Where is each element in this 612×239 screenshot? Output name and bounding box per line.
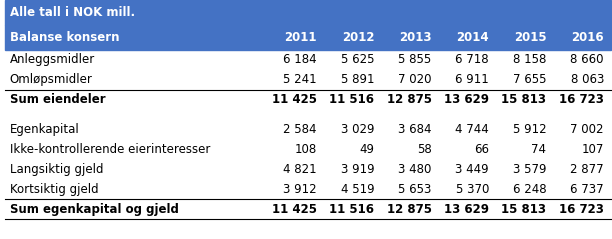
Text: 2014: 2014 bbox=[457, 31, 489, 44]
Text: 4 519: 4 519 bbox=[340, 183, 374, 196]
Text: Ikke-kontrollerende eierinteresser: Ikke-kontrollerende eierinteresser bbox=[10, 143, 210, 156]
Text: 3 480: 3 480 bbox=[398, 163, 431, 176]
Text: 3 919: 3 919 bbox=[340, 163, 374, 176]
Text: 108: 108 bbox=[294, 143, 317, 156]
Text: 6 718: 6 718 bbox=[455, 54, 489, 66]
Text: 5 241: 5 241 bbox=[283, 73, 317, 86]
Text: 2016: 2016 bbox=[571, 31, 604, 44]
Text: 74: 74 bbox=[531, 143, 547, 156]
Text: 7 020: 7 020 bbox=[398, 73, 431, 86]
Text: Omløpsmidler: Omløpsmidler bbox=[10, 73, 92, 86]
Text: 5 653: 5 653 bbox=[398, 183, 431, 196]
Text: Sum eiendeler: Sum eiendeler bbox=[10, 93, 105, 106]
Text: 11 425: 11 425 bbox=[272, 203, 317, 216]
Text: 3 684: 3 684 bbox=[398, 123, 431, 136]
Text: Kortsiktig gjeld: Kortsiktig gjeld bbox=[10, 183, 99, 196]
Text: Egenkapital: Egenkapital bbox=[10, 123, 80, 136]
Text: Balanse konsern: Balanse konsern bbox=[10, 31, 119, 44]
Text: 16 723: 16 723 bbox=[559, 203, 604, 216]
Text: 3 579: 3 579 bbox=[513, 163, 547, 176]
Text: 5 625: 5 625 bbox=[341, 54, 374, 66]
Text: 3 449: 3 449 bbox=[455, 163, 489, 176]
Bar bbox=[5, 0, 611, 25]
Text: 6 737: 6 737 bbox=[570, 183, 604, 196]
Text: Langsiktig gjeld: Langsiktig gjeld bbox=[10, 163, 103, 176]
Bar bbox=[5, 25, 611, 50]
Text: 4 821: 4 821 bbox=[283, 163, 317, 176]
Text: 7 655: 7 655 bbox=[513, 73, 547, 86]
Text: 66: 66 bbox=[474, 143, 489, 156]
Text: 8 660: 8 660 bbox=[570, 54, 604, 66]
Text: 3 029: 3 029 bbox=[341, 123, 374, 136]
Text: 11 516: 11 516 bbox=[329, 93, 374, 106]
Text: 2 584: 2 584 bbox=[283, 123, 317, 136]
Text: 5 891: 5 891 bbox=[341, 73, 374, 86]
Text: Anleggsmidler: Anleggsmidler bbox=[10, 54, 95, 66]
Text: Sum egenkapital og gjeld: Sum egenkapital og gjeld bbox=[10, 203, 179, 216]
Text: Alle tall i NOK mill.: Alle tall i NOK mill. bbox=[10, 6, 135, 19]
Text: 6 911: 6 911 bbox=[455, 73, 489, 86]
Text: 15 813: 15 813 bbox=[501, 93, 547, 106]
Text: 7 002: 7 002 bbox=[570, 123, 604, 136]
Text: 3 912: 3 912 bbox=[283, 183, 317, 196]
Text: 12 875: 12 875 bbox=[387, 203, 431, 216]
Text: 4 744: 4 744 bbox=[455, 123, 489, 136]
Text: 2012: 2012 bbox=[341, 31, 374, 44]
Text: 2015: 2015 bbox=[514, 31, 547, 44]
Text: 11 425: 11 425 bbox=[272, 93, 317, 106]
Text: 2013: 2013 bbox=[399, 31, 431, 44]
Text: 2011: 2011 bbox=[284, 31, 317, 44]
Text: 5 912: 5 912 bbox=[513, 123, 547, 136]
Text: 6 248: 6 248 bbox=[513, 183, 547, 196]
Text: 5 855: 5 855 bbox=[398, 54, 431, 66]
Text: 16 723: 16 723 bbox=[559, 93, 604, 106]
Text: 8 158: 8 158 bbox=[513, 54, 547, 66]
Text: 49: 49 bbox=[359, 143, 374, 156]
Text: 5 370: 5 370 bbox=[456, 183, 489, 196]
Text: 107: 107 bbox=[581, 143, 604, 156]
Text: 8 063: 8 063 bbox=[570, 73, 604, 86]
Text: 6 184: 6 184 bbox=[283, 54, 317, 66]
Text: 15 813: 15 813 bbox=[501, 203, 547, 216]
Text: 58: 58 bbox=[417, 143, 431, 156]
Text: 13 629: 13 629 bbox=[444, 93, 489, 106]
Text: 13 629: 13 629 bbox=[444, 203, 489, 216]
Text: 12 875: 12 875 bbox=[387, 93, 431, 106]
Text: 11 516: 11 516 bbox=[329, 203, 374, 216]
Text: 2 877: 2 877 bbox=[570, 163, 604, 176]
